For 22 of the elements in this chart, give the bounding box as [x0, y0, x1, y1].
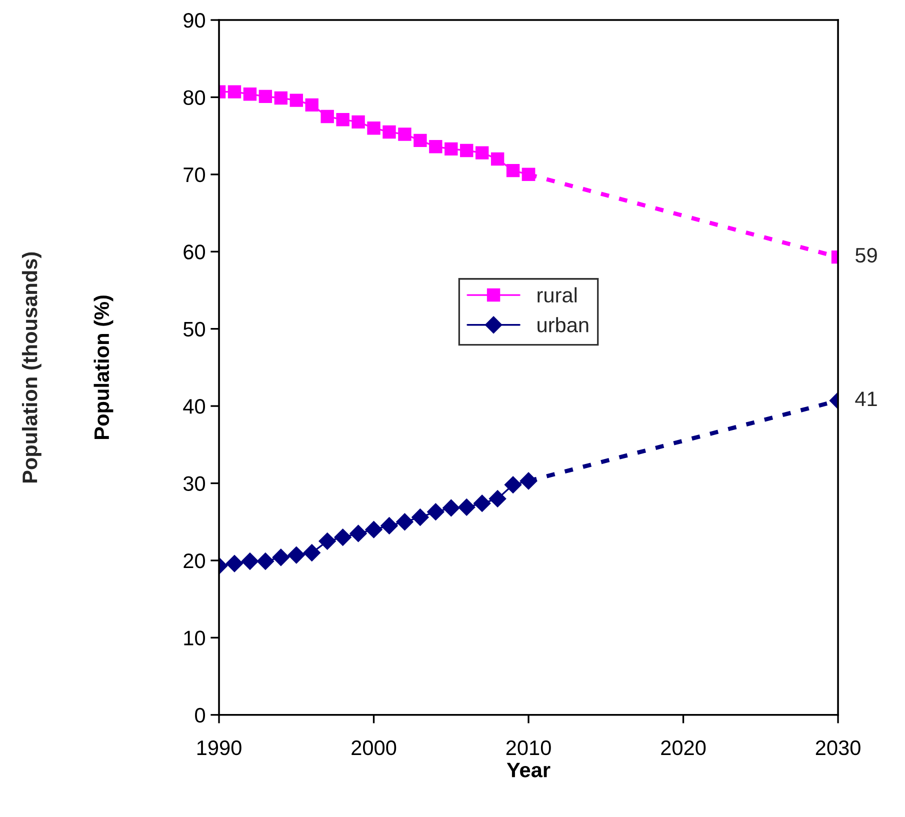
data-label: 59 [856, 248, 877, 263]
y-tick-label: 0 [195, 708, 205, 723]
data-label: 41 [855, 392, 877, 406]
x-tick-label: 2030 [816, 740, 860, 756]
y-tick-label: 30 [183, 476, 206, 492]
x-axis-title: Year [506, 762, 550, 778]
y-tick-label: 60 [184, 244, 206, 260]
y-tick-label: 20 [184, 553, 206, 568]
y-tick-label: 40 [183, 399, 206, 414]
y-tick-label: 50 [183, 322, 206, 337]
legend-label: urban [538, 317, 588, 332]
x-tick-label: 2000 [352, 740, 396, 756]
legend-label: rural [538, 287, 577, 303]
x-tick-label: 2020 [661, 740, 706, 756]
y-tick-label: 10 [184, 630, 206, 646]
y-tick-label: 70 [184, 167, 206, 182]
x-tick-label: 2010 [506, 740, 551, 756]
y-tick-label: 80 [184, 90, 206, 105]
x-tick-label: 1990 [197, 740, 242, 756]
text: Population (thousands) [22, 252, 42, 483]
y-axis-title: Population (%) [94, 296, 114, 439]
y-tick-label: 90 [184, 13, 206, 28]
